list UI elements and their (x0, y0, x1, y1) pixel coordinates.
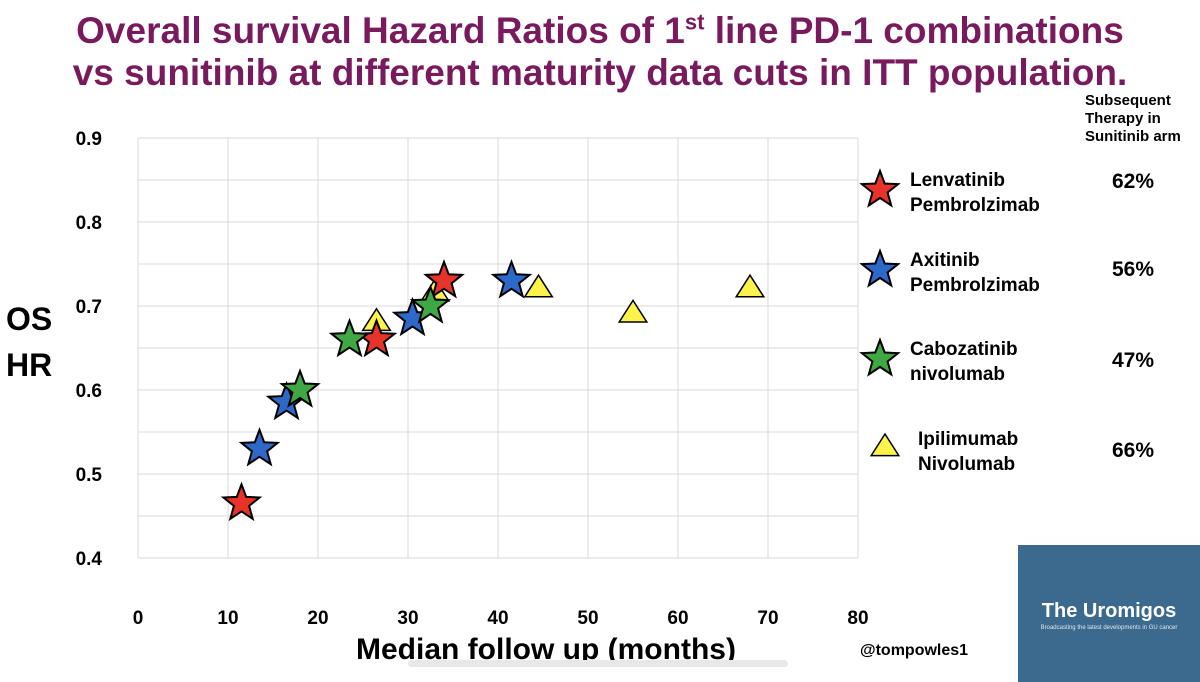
legend-label-line2: nivolumab (910, 364, 1006, 385)
data-points (220, 258, 766, 522)
legend-star-icon (859, 248, 901, 288)
legend-star-shape (859, 168, 901, 208)
y-axis-label: OS HR (6, 301, 53, 383)
legend-star-icon (859, 337, 901, 377)
x-tick-label: 0 (133, 608, 144, 629)
twitter-handle: @tompowles1 (860, 642, 969, 659)
y-tick-label: 0.5 (76, 465, 103, 486)
triangle-point (734, 273, 766, 298)
subsequent-therapy-percent: 66% (1112, 439, 1155, 462)
title-line2: vs sunitinib at different maturity data … (72, 52, 1128, 94)
x-tick-label: 70 (757, 608, 778, 629)
legend-star-icon (859, 168, 901, 208)
star-point (279, 368, 321, 408)
y-tick-label: 0.8 (76, 213, 102, 234)
legend-label: Lenvatinib Pembrolzimab (910, 168, 1080, 218)
x-tick-label: 60 (667, 608, 688, 629)
triangle-point (617, 299, 649, 323)
y-tick-label: 0.9 (76, 129, 102, 150)
legend-label-line1: Cabozatinib (910, 339, 1018, 360)
subsequent-therapy-header: Subsequent Therapy in Sunitinib arm (1085, 92, 1181, 145)
title-line1: Overall survival Hazard Ratios of 1st li… (76, 10, 1124, 52)
x-tick-label: 40 (487, 608, 508, 629)
chart-title: Overall survival Hazard Ratios of 1st li… (0, 2, 1200, 94)
x-tick-label: 20 (307, 608, 328, 629)
legend-label-line1: Ipilimumab (918, 429, 1019, 450)
star-point (409, 284, 452, 324)
y-tick-label: 0.7 (76, 297, 102, 318)
triangle-point (523, 273, 554, 298)
legend-label: Axitinib Pembrolzimab (910, 248, 1080, 298)
x-tick-label: 30 (397, 608, 418, 629)
legend-triangle-shape (870, 432, 900, 457)
star-point (328, 317, 371, 358)
x-tick-labels: 0 10 20 30 40 50 60 70 80 (133, 608, 869, 629)
x-tick-label: 10 (217, 608, 238, 629)
logo-tagline: Broadcasting the latest developments in … (1040, 625, 1178, 631)
star-point (423, 258, 465, 299)
legend-triangle-icon (870, 432, 900, 457)
subsequent-therapy-percent: 62% (1112, 170, 1155, 193)
y-tick-label: 0.4 (76, 549, 103, 570)
legend-label: Ipilimumab Nivolumab (918, 427, 1088, 477)
uromigos-logo: The Uromigos Broadcasting the latest dev… (1018, 545, 1200, 682)
subsequent-therapy-percent: 47% (1112, 349, 1155, 372)
legend-label-line2: Pembrolzimab (910, 275, 1040, 296)
x-tick-label: 80 (847, 608, 868, 629)
subsequent-therapy-percent: 56% (1112, 258, 1155, 281)
horizontal-scrollbar[interactable] (408, 660, 788, 667)
legend-label-line2: Nivolumab (918, 454, 1016, 475)
star-point (220, 481, 263, 522)
legend-label-line1: Axitinib (910, 250, 980, 271)
legend-label-line1: Lenvatinib (910, 170, 1006, 191)
legend-label-line2: Pembrolzimab (910, 195, 1040, 216)
y-tick-labels: 0.4 0.5 0.6 0.7 0.8 0.9 (76, 129, 103, 570)
logo-name: The Uromigos (1041, 600, 1177, 622)
y-tick-label: 0.6 (76, 381, 102, 402)
legend-star-shape (859, 337, 901, 377)
star-point (490, 258, 533, 299)
legend-star-shape (859, 248, 901, 288)
legend-label: Cabozatinib nivolumab (910, 337, 1080, 387)
star-point (238, 426, 281, 467)
x-tick-label: 50 (577, 608, 598, 629)
